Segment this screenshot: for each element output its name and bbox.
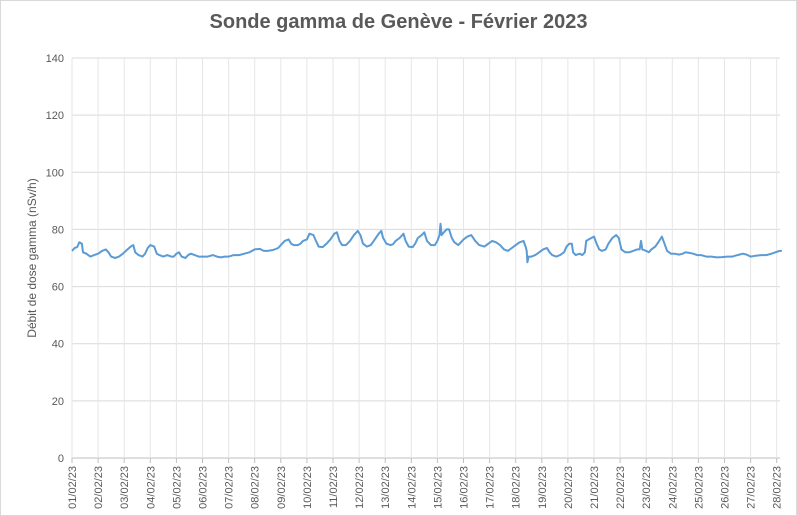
x-tick-label: 16/02/23: [458, 466, 470, 509]
x-tick-label: 02/02/23: [93, 466, 105, 509]
x-tick-label: 21/02/23: [589, 466, 601, 509]
chart-title: Sonde gamma de Genève - Février 2023: [209, 11, 588, 33]
x-tick-label: 06/02/23: [197, 466, 209, 509]
y-tick-label: 80: [52, 224, 64, 236]
x-axis-ticks: 01/02/23 02/02/23 03/02/23 04/02/23 05/02/23…: [67, 458, 784, 509]
x-tick-label: 14/02/23: [406, 466, 418, 509]
x-tick-label: 01/02/23: [67, 466, 79, 509]
y-tick-label: 0: [58, 453, 64, 465]
gridlines: [71, 57, 780, 459]
x-tick-label: 07/02/23: [224, 466, 236, 509]
y-axis-title: Débit de dose gamma (nSv/h): [25, 178, 39, 337]
x-tick-label: 03/02/23: [119, 466, 131, 509]
x-tick-label: 27/02/23: [746, 466, 758, 509]
x-tick-label: 28/02/23: [772, 466, 784, 509]
x-tick-label: 20/02/23: [563, 466, 575, 509]
x-tick-label: 22/02/23: [615, 466, 627, 509]
y-tick-label: 120: [46, 110, 64, 122]
x-tick-label: 25/02/23: [693, 466, 705, 509]
x-tick-label: 18/02/23: [511, 466, 523, 509]
x-tick-label: 10/02/23: [302, 466, 314, 509]
x-tick-label: 12/02/23: [354, 466, 366, 509]
x-tick-label: 08/02/23: [250, 466, 262, 509]
x-tick-label: 15/02/23: [432, 466, 444, 509]
x-tick-label: 24/02/23: [667, 466, 679, 509]
x-tick-label: 23/02/23: [641, 466, 653, 509]
x-tick-label: 19/02/23: [537, 466, 549, 509]
x-tick-label: 09/02/23: [276, 466, 288, 509]
y-axis-ticks: 0 20 40 60 80 100 120 140: [46, 53, 64, 465]
x-tick-label: 05/02/23: [171, 466, 183, 509]
y-tick-label: 20: [52, 396, 64, 408]
x-tick-label: 17/02/23: [485, 466, 497, 509]
x-tick-label: 04/02/23: [145, 466, 157, 509]
x-tick-label: 11/02/23: [328, 466, 340, 508]
series-group: [71, 222, 782, 264]
y-tick-label: 40: [52, 339, 64, 351]
x-tick-label: 13/02/23: [380, 466, 392, 509]
x-tick-label: 26/02/23: [719, 466, 731, 509]
y-tick-label: 60: [52, 282, 64, 294]
series-line: [71, 222, 782, 264]
y-tick-label: 140: [46, 53, 64, 65]
y-tick-label: 100: [46, 167, 64, 179]
